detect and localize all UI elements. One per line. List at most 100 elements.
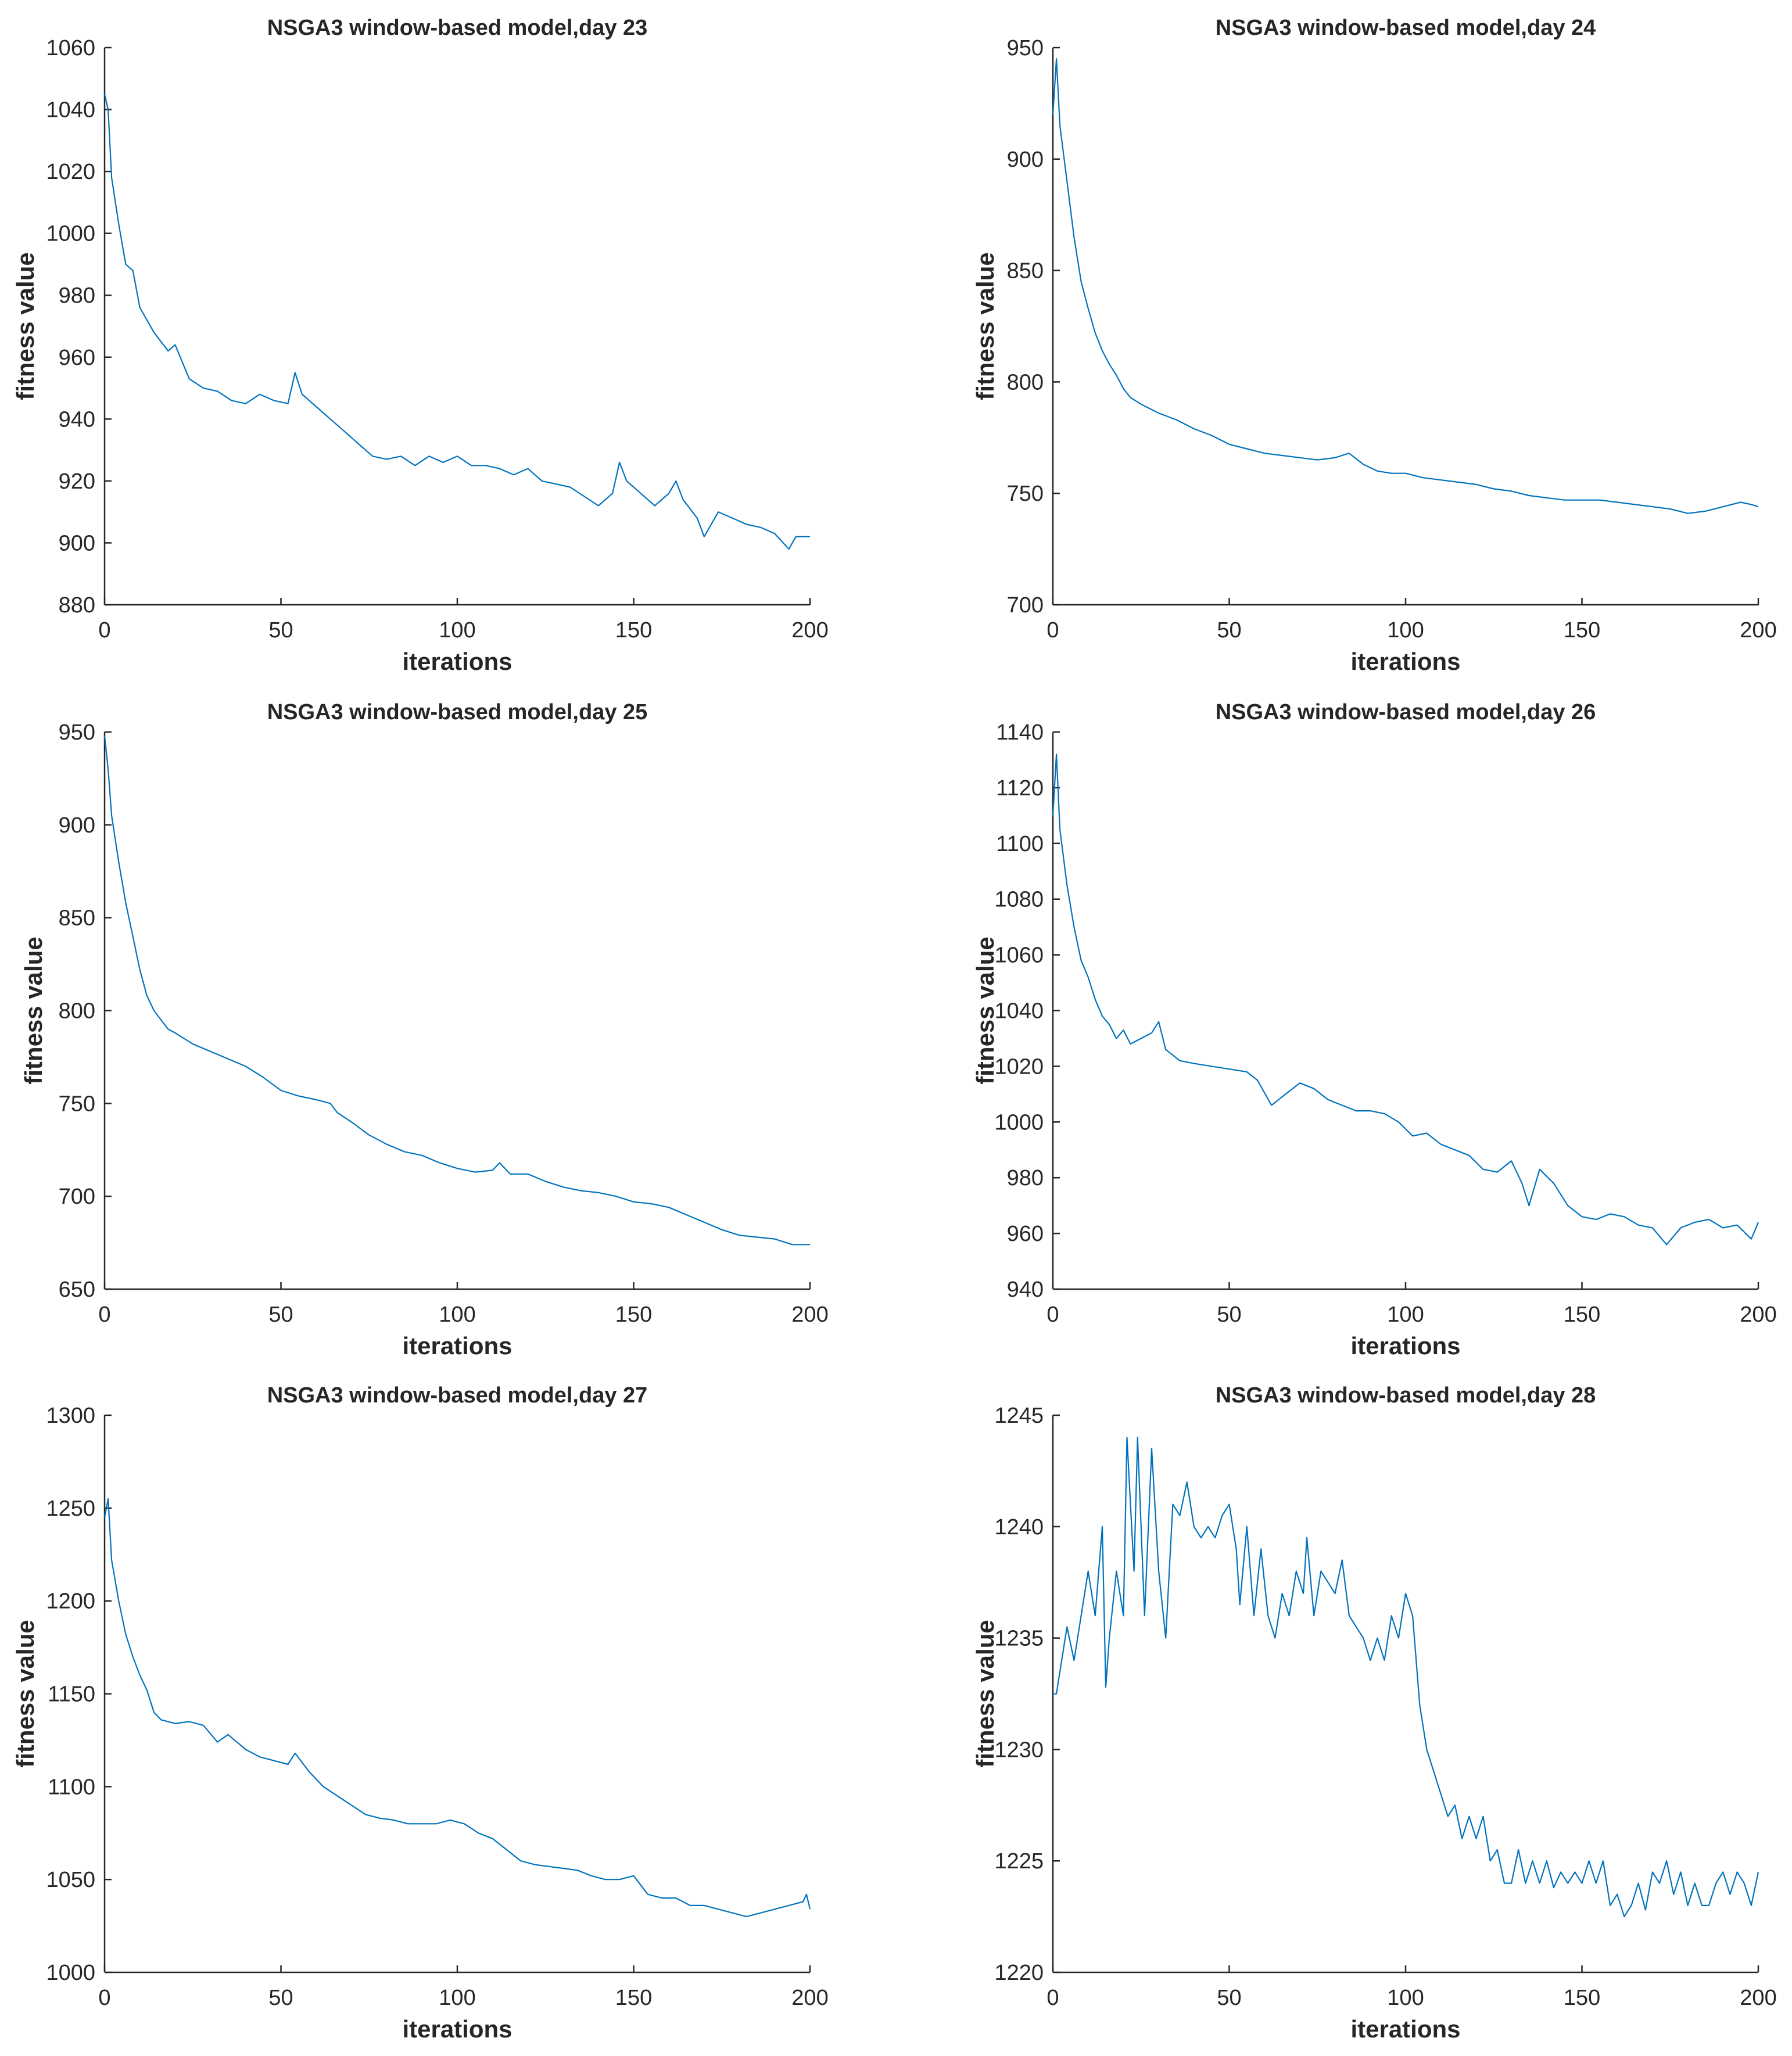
y-tick-label: 950: [59, 720, 95, 745]
x-tick-label: 200: [791, 618, 828, 643]
x-tick-label: 100: [439, 618, 475, 643]
y-tick-label: 650: [59, 1278, 95, 1302]
x-tick-label: 150: [1564, 618, 1600, 643]
chart-title: NSGA3 window-based model,day 24: [1216, 16, 1596, 40]
x-tick-label: 50: [268, 618, 293, 643]
x-tick-label: 100: [1387, 1303, 1424, 1327]
y-tick-label: 700: [1007, 593, 1044, 618]
x-tick-label: 50: [268, 1303, 293, 1327]
y-tick-label: 850: [1007, 259, 1044, 284]
y-tick-label: 980: [1007, 1166, 1044, 1190]
x-tick-label: 50: [1217, 1303, 1241, 1327]
series-line: [1053, 1437, 1759, 1918]
x-tick-label: 100: [1387, 618, 1424, 643]
x-axis-label: iterations: [402, 648, 512, 675]
y-tick-label: 850: [59, 906, 95, 931]
series-line: [1052, 58, 1759, 514]
y-tick-label: 900: [59, 813, 95, 838]
x-tick-label: 0: [1046, 1303, 1059, 1327]
y-tick-label: 980: [59, 284, 95, 308]
y-tick-label: 800: [59, 999, 95, 1024]
y-tick-label: 1250: [46, 1497, 95, 1521]
y-tick-label: 1040: [46, 98, 95, 123]
x-tick-label: 200: [791, 1986, 828, 2010]
x-tick-label: 50: [268, 1986, 293, 2010]
y-tick-label: 1235: [994, 1627, 1044, 1651]
x-tick-label: 0: [98, 618, 110, 643]
x-tick-label: 150: [615, 618, 652, 643]
x-tick-label: 150: [1564, 1986, 1600, 2010]
series-line: [1052, 753, 1759, 1246]
x-tick-label: 100: [439, 1986, 475, 2010]
chart-panel-day-25: NSGA3 window-based model,day 25 iteratio…: [20, 700, 829, 1359]
y-tick-label: 1040: [994, 999, 1044, 1024]
series-line: [103, 1498, 811, 1918]
y-tick-label: 800: [1007, 370, 1044, 394]
x-axis-label: iterations: [1350, 2015, 1460, 2043]
x-tick-label: 0: [1046, 618, 1059, 643]
y-tick-label: 1050: [46, 1868, 95, 1892]
y-axis-label: fitness value: [972, 252, 999, 400]
y-tick-label: 900: [59, 531, 95, 555]
y-tick-label: 1100: [48, 1775, 95, 1799]
x-tick-label: 0: [98, 1986, 110, 2010]
series-line: [103, 94, 810, 550]
x-tick-label: 0: [1046, 1986, 1059, 2010]
x-tick-label: 100: [1387, 1986, 1424, 2010]
y-tick-label: 1245: [994, 1404, 1044, 1428]
chart-panel-day-23: NSGA3 window-based model,day 23 iteratio…: [12, 16, 829, 675]
y-tick-label: 1230: [994, 1738, 1044, 1762]
y-tick-label: 1120: [996, 776, 1044, 801]
y-tick-label: 1100: [996, 832, 1044, 856]
y-axis-label: fitness value: [12, 1620, 39, 1767]
x-axis-label: iterations: [402, 1332, 512, 1359]
y-tick-label: 1000: [994, 1110, 1044, 1135]
y-tick-label: 1000: [46, 222, 95, 246]
x-tick-label: 150: [1564, 1303, 1600, 1327]
chart-panel-day-26: NSGA3 window-based model,day 26 iteratio…: [972, 700, 1777, 1359]
x-tick-label: 100: [439, 1303, 475, 1327]
x-tick-label: 200: [1740, 1303, 1776, 1327]
y-tick-label: 950: [1007, 36, 1044, 60]
y-tick-label: 1150: [48, 1682, 95, 1707]
x-axis-label: iterations: [1350, 648, 1460, 675]
y-tick-label: 1200: [46, 1589, 95, 1614]
chart-panel-day-27: NSGA3 window-based model,day 27 iteratio…: [12, 1383, 829, 2043]
x-tick-label: 50: [1217, 618, 1241, 643]
y-axis-label: fitness value: [972, 936, 999, 1084]
chart-panel-day-24: NSGA3 window-based model,day 24 iteratio…: [972, 16, 1777, 675]
chart-panel-day-28: NSGA3 window-based model,day 28 iteratio…: [972, 1383, 1777, 2043]
x-tick-label: 150: [615, 1303, 652, 1327]
y-tick-label: 1020: [46, 160, 95, 184]
y-tick-label: 960: [59, 346, 95, 370]
x-tick-label: 0: [98, 1303, 110, 1327]
x-axis-label: iterations: [1350, 1332, 1460, 1359]
y-tick-label: 750: [59, 1092, 95, 1116]
y-tick-label: 750: [1007, 482, 1044, 506]
y-tick-label: 920: [59, 469, 95, 494]
x-tick-label: 200: [791, 1303, 828, 1327]
chart-title: NSGA3 window-based model,day 25: [267, 700, 648, 724]
chart-title: NSGA3 window-based model,day 27: [267, 1383, 648, 1408]
chart-title: NSGA3 window-based model,day 23: [267, 16, 648, 40]
y-tick-label: 1300: [46, 1404, 95, 1428]
y-tick-label: 1060: [994, 943, 1044, 968]
x-tick-label: 50: [1217, 1986, 1241, 2010]
y-tick-label: 960: [1007, 1222, 1044, 1246]
series-line: [103, 735, 810, 1246]
y-tick-label: 880: [59, 593, 95, 618]
y-tick-label: 1060: [46, 36, 95, 60]
x-tick-label: 200: [1740, 618, 1776, 643]
chart-title: NSGA3 window-based model,day 28: [1216, 1383, 1596, 1408]
y-tick-label: 1140: [996, 720, 1044, 745]
y-tick-label: 940: [1007, 1278, 1044, 1302]
y-tick-label: 1220: [994, 1961, 1044, 1985]
chart-title: NSGA3 window-based model,day 26: [1216, 700, 1596, 724]
y-axis-label: fitness value: [12, 252, 39, 400]
y-tick-label: 700: [59, 1185, 95, 1209]
y-tick-label: 1225: [994, 1849, 1044, 1874]
y-tick-label: 1240: [994, 1515, 1044, 1540]
y-axis-label: fitness value: [20, 936, 47, 1084]
y-axis-label: fitness value: [972, 1620, 999, 1767]
